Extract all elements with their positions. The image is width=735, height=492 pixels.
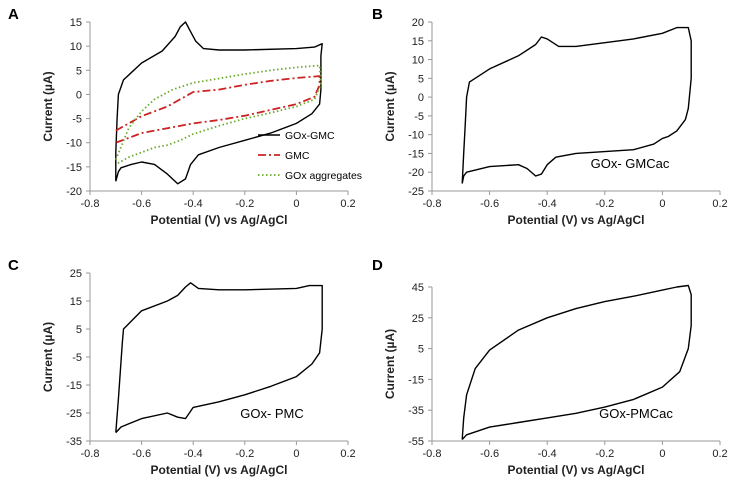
- y-tick-label: -25: [408, 186, 424, 198]
- y-tick-label: -35: [66, 436, 82, 448]
- panel-b: B -0.8 -0.6 -0.4 -0.2 0 0.2 -25 -20 -15 -10 -5 0 5 10 1…: [372, 6, 728, 227]
- series-line-gox-pmc: [115, 282, 323, 434]
- x-axis-title: Potential (V) vs Ag/AgCl: [151, 213, 288, 227]
- y-tick-label: 25: [70, 268, 82, 280]
- x-tick-label: -0.4: [184, 448, 203, 460]
- x-tick-label: -0.4: [538, 448, 557, 460]
- y-axis-title: Current (µA): [383, 71, 397, 141]
- x-tick-label: 0.2: [712, 448, 727, 460]
- x-axis-title: Potential (V) vs Ag/AgCl: [508, 463, 645, 477]
- panel-annotation: GOx-PMCac: [599, 406, 673, 421]
- y-tick-label: -15: [408, 148, 424, 160]
- y-tick-label: -5: [414, 111, 424, 123]
- y-axis-title: Current (µA): [41, 71, 55, 141]
- x-tick-label: 0.2: [712, 198, 727, 210]
- y-tick-label: 0: [418, 92, 424, 104]
- y-tick-label: 25: [412, 313, 424, 325]
- legend-label: GOx-GMC: [285, 130, 335, 142]
- y-tick-label: 10: [70, 41, 82, 53]
- x-tick-label: -0.8: [423, 448, 442, 460]
- panel-d: D -0.8 -0.6 -0.4 -0.2 0 0.2 -55 -35 -15 5 25 45 Poten…: [372, 257, 728, 477]
- x-tick-label: -0.8: [81, 198, 100, 210]
- x-tick-label: 0: [659, 448, 665, 460]
- series-line-gmc: [115, 75, 321, 144]
- panel-letter: C: [8, 257, 19, 274]
- x-tick-label: 0.2: [340, 198, 355, 210]
- y-tick-label: -15: [408, 374, 424, 386]
- y-tick-label: -25: [66, 408, 82, 420]
- x-tick-label: -0.6: [480, 198, 499, 210]
- y-tick-label: -5: [72, 352, 82, 364]
- x-axis-title: Potential (V) vs Ag/AgCl: [151, 463, 288, 477]
- x-tick-label: -0.4: [184, 198, 203, 210]
- y-tick-label: -20: [408, 167, 424, 179]
- panel-c: C -0.8 -0.6 -0.4 -0.2 0 0.2 -35 -25 -15 -5 5 15 25 Pot…: [8, 257, 356, 477]
- x-tick-label: -0.4: [538, 198, 557, 210]
- x-tick-label: -0.6: [132, 198, 151, 210]
- legend-label: GOx aggregates: [285, 170, 362, 182]
- y-axis-title: Current (µA): [383, 329, 397, 399]
- panel-annotation: GOx- GMCac: [591, 156, 670, 171]
- legend-label: GMC: [285, 150, 310, 162]
- x-tick-label: -0.8: [423, 198, 442, 210]
- y-tick-label: 5: [76, 324, 82, 336]
- y-tick-label: 10: [412, 55, 424, 67]
- y-tick-label: -55: [408, 436, 424, 448]
- panel-letter: A: [8, 6, 19, 23]
- x-axis-title: Potential (V) vs Ag/AgCl: [508, 213, 645, 227]
- y-tick-label: 5: [418, 344, 424, 356]
- y-tick-label: 5: [76, 65, 82, 77]
- panel-annotation: GOx- PMC: [240, 406, 304, 421]
- x-tick-label: 0.2: [340, 448, 355, 460]
- y-tick-label: 45: [412, 282, 424, 294]
- y-tick-label: -15: [66, 380, 82, 392]
- panel-a: A -0.8 -0.6 -0.4 -0.2 0 0.2 -20 -15 -10 -5 0 5 10 15 Po…: [8, 6, 362, 227]
- x-tick-label: 0: [659, 198, 665, 210]
- x-tick-label: -0.2: [595, 448, 614, 460]
- x-tick-label: -0.6: [480, 448, 499, 460]
- x-tick-label: -0.2: [235, 198, 254, 210]
- series-line-gox-pmcac: [461, 284, 692, 440]
- x-tick-label: 0: [293, 198, 299, 210]
- x-tick-label: -0.6: [132, 448, 151, 460]
- y-tick-label: -20: [66, 186, 82, 198]
- y-tick-label: 15: [412, 36, 424, 48]
- panel-letter: B: [372, 6, 383, 23]
- y-tick-label: -10: [408, 130, 424, 142]
- y-tick-label: 15: [70, 296, 82, 308]
- panel-letter: D: [372, 257, 383, 274]
- series-line-gox-gmcac: [461, 26, 692, 184]
- y-tick-label: -35: [408, 405, 424, 417]
- y-tick-label: 15: [70, 17, 82, 29]
- x-tick-label: -0.2: [595, 198, 614, 210]
- x-tick-label: 0: [293, 448, 299, 460]
- y-tick-label: -5: [72, 114, 82, 126]
- y-tick-label: -10: [66, 138, 82, 150]
- x-tick-label: -0.2: [235, 448, 254, 460]
- y-tick-label: 0: [76, 89, 82, 101]
- x-tick-label: -0.8: [81, 448, 100, 460]
- y-tick-label: 20: [412, 17, 424, 29]
- y-axis-title: Current (µA): [41, 322, 55, 392]
- y-tick-label: -15: [66, 162, 82, 174]
- series-line-gox-gmc: [115, 21, 323, 185]
- y-tick-label: 5: [418, 73, 424, 85]
